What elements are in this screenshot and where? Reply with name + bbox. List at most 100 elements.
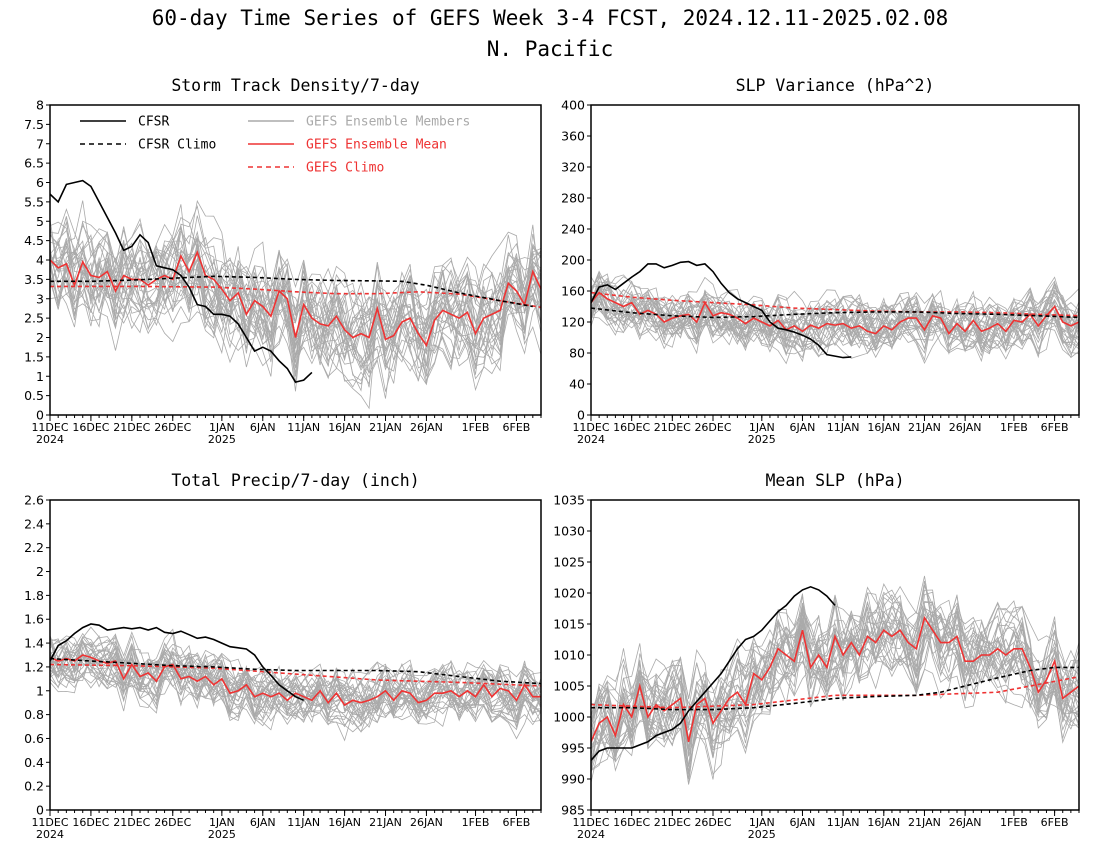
- x-tick-label: 16JAN: [867, 816, 900, 829]
- ensemble-member-line: [50, 228, 541, 384]
- x-tick-label: 26DEC: [154, 421, 191, 434]
- y-tick-label: 0.4: [24, 755, 44, 770]
- ensemble-member-line: [591, 273, 1079, 349]
- chart-panel-3: Total Precip/7-day (inch)00.20.40.60.811…: [24, 471, 542, 841]
- x-tick-label: 6JAN: [250, 421, 276, 434]
- cfsr-line: [591, 585, 836, 761]
- gefs-climo-line: [50, 285, 541, 309]
- y-tick-label: 4.5: [24, 233, 44, 248]
- x-tick-label: 11JAN: [287, 421, 320, 434]
- x-tick-label: 1JAN: [749, 816, 775, 829]
- y-tick-label: 1.6: [24, 612, 44, 627]
- y-tick-label: 2.4: [24, 516, 44, 531]
- plot-area: [50, 179, 541, 410]
- cfsr-climo-line: [50, 657, 541, 685]
- y-tick-label: 3: [36, 291, 44, 306]
- x-tick-label: 21DEC: [654, 816, 691, 829]
- legend-label: CFSR Climo: [138, 138, 216, 153]
- x-tick-label: 11JAN: [827, 421, 860, 434]
- x-tick-label: 6FEB: [1041, 421, 1069, 434]
- x-tick-label: 1FEB: [462, 816, 490, 829]
- y-tick-label: 5.5: [24, 194, 44, 209]
- legend: CFSR CFSR Climo GEFS Ensemble Members GEFS …: [80, 115, 470, 176]
- x-tick-label: 16DEC: [72, 816, 109, 829]
- x-tick-label: 6JAN: [790, 421, 816, 434]
- ensemble-member-line: [50, 234, 541, 410]
- x-tick-year-label: 2025: [208, 828, 236, 841]
- ensemble-member-line: [591, 290, 1079, 355]
- ensemble-member-line: [50, 640, 541, 724]
- x-tick-label: 21JAN: [369, 816, 402, 829]
- legend-label: GEFS Ensemble Mean: [306, 138, 447, 153]
- x-tick-label: 16JAN: [328, 421, 361, 434]
- ensemble-member-line: [50, 229, 541, 364]
- x-tick-label: 1JAN: [209, 816, 235, 829]
- ensemble-member-line: [50, 240, 541, 382]
- ensemble-member-line: [591, 575, 1079, 754]
- ensemble-member-line: [50, 641, 541, 721]
- panel-title: SLP Variance (hPa^2): [736, 76, 935, 95]
- y-tick-label: 4: [36, 253, 44, 268]
- y-tick-label: 6.5: [24, 156, 44, 171]
- y-tick-label: 0: [36, 408, 44, 423]
- x-tick-label: 1FEB: [1000, 421, 1028, 434]
- plot-area: [591, 575, 1079, 785]
- x-tick-label: 6FEB: [1041, 816, 1069, 829]
- y-tick-label: 1020: [553, 586, 585, 601]
- y-tick-label: 2: [36, 330, 44, 345]
- y-tick-label: 1025: [553, 555, 585, 570]
- y-tick-label: 120: [561, 315, 585, 330]
- ensemble-member-line: [50, 635, 541, 725]
- ensemble-member-line: [50, 652, 541, 718]
- x-tick-label: 11DEC: [31, 421, 68, 434]
- cfsr-climo-line: [591, 666, 1079, 711]
- ensemble-member-line: [591, 277, 1079, 352]
- gefs-climo-line: [591, 675, 1079, 709]
- cfsr-line: [591, 260, 852, 359]
- x-tick-label: 26JAN: [410, 816, 443, 829]
- x-tick-year-label: 2024: [36, 828, 64, 841]
- y-tick-label: 6: [36, 175, 44, 190]
- x-tick-label: 11JAN: [827, 816, 860, 829]
- cfsr-climo-line: [50, 275, 533, 308]
- x-tick-label: 26DEC: [694, 816, 731, 829]
- ensemble-member-line: [50, 220, 541, 374]
- cfsr-line: [50, 179, 313, 384]
- gefs-ensemble-mean-line: [591, 615, 1079, 743]
- y-tick-label: 200: [561, 253, 585, 268]
- y-tick-label: 1015: [553, 617, 585, 632]
- ensemble-member-line: [50, 223, 541, 377]
- ensemble-member-line: [591, 601, 1079, 780]
- legend-label: GEFS Climo: [306, 161, 384, 176]
- chart-panel-2: SLP Variance (hPa^2) 0 40 80 120 160 200 240 280…: [561, 76, 1080, 446]
- y-tick-label: 1.8: [24, 588, 44, 603]
- figure-subtitle: N. Pacific: [487, 37, 613, 61]
- y-tick-label: 400: [561, 98, 585, 113]
- x-tick-label: 6FEB: [503, 816, 531, 829]
- x-tick-label: 11DEC: [31, 816, 68, 829]
- ensemble-member-line: [591, 280, 1079, 358]
- x-tick-year-label: 2025: [208, 433, 236, 446]
- x-tick-label: 26DEC: [154, 816, 191, 829]
- x-tick-label: 11JAN: [287, 816, 320, 829]
- x-tick-label: 21JAN: [908, 421, 941, 434]
- y-tick-label: 3.5: [24, 272, 44, 287]
- y-tick-label: 7.5: [24, 117, 44, 132]
- y-tick-label: 2.5: [24, 311, 44, 326]
- cfsr-climo-line: [591, 307, 1079, 319]
- x-tick-label: 26JAN: [410, 421, 443, 434]
- gefs-ensemble-mean-line: [591, 291, 1079, 336]
- y-tick-label: 1000: [553, 710, 585, 725]
- x-tick-label: 16DEC: [72, 421, 109, 434]
- y-tick-label: 0.2: [24, 779, 44, 794]
- y-tick-label: 2.2: [24, 540, 44, 555]
- x-tick-label: 1FEB: [1000, 816, 1028, 829]
- ensemble-member-line: [591, 594, 1079, 772]
- x-tick-label: 1JAN: [209, 421, 235, 434]
- y-tick-label: 280: [561, 191, 585, 206]
- gefs-ensemble-mean-line: [50, 654, 541, 707]
- y-tick-label: 7: [36, 136, 44, 151]
- ensemble-member-line: [591, 290, 1079, 355]
- ensemble-member-line: [50, 643, 541, 733]
